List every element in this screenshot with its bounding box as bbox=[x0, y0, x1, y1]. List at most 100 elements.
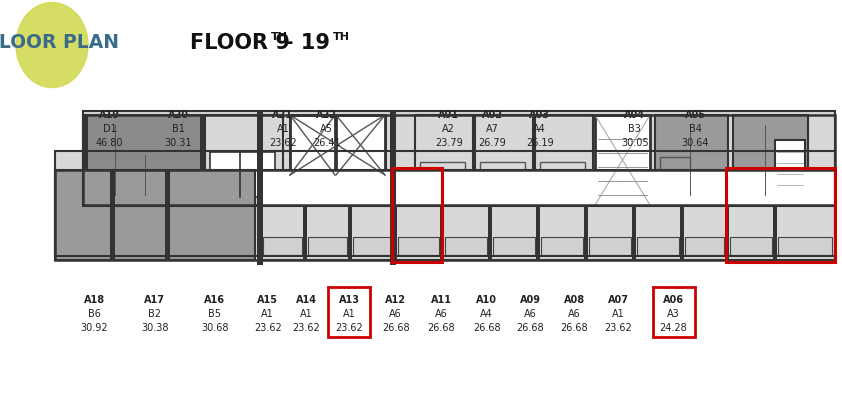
Bar bbox=[493, 237, 535, 255]
Bar bbox=[595, 115, 650, 205]
Bar bbox=[55, 151, 835, 256]
Bar bbox=[328, 287, 370, 337]
Text: A01: A01 bbox=[439, 110, 459, 120]
Bar bbox=[200, 115, 205, 205]
Text: A12: A12 bbox=[386, 295, 406, 305]
Bar bbox=[165, 170, 170, 260]
Bar bbox=[726, 168, 835, 262]
Text: A15: A15 bbox=[258, 295, 278, 305]
Bar bbox=[392, 168, 442, 262]
Bar bbox=[653, 287, 695, 337]
Bar bbox=[353, 176, 392, 198]
Text: A22: A22 bbox=[317, 110, 337, 120]
Bar bbox=[655, 115, 728, 205]
Text: 23.62: 23.62 bbox=[293, 323, 320, 333]
Bar bbox=[775, 140, 805, 190]
Bar bbox=[290, 115, 335, 175]
Text: 26.19: 26.19 bbox=[526, 138, 553, 148]
Bar bbox=[398, 176, 439, 198]
Bar bbox=[353, 237, 392, 255]
Text: A4: A4 bbox=[533, 124, 546, 134]
Bar bbox=[475, 115, 533, 205]
Bar bbox=[589, 237, 631, 255]
Bar bbox=[584, 170, 588, 260]
Bar bbox=[390, 110, 396, 265]
Text: A04: A04 bbox=[625, 110, 645, 120]
Text: A1: A1 bbox=[611, 309, 625, 319]
Text: A4: A4 bbox=[480, 309, 493, 319]
Text: A21: A21 bbox=[273, 110, 293, 120]
Bar bbox=[257, 110, 263, 265]
Bar bbox=[398, 237, 439, 255]
Text: A1: A1 bbox=[261, 309, 274, 319]
Bar bbox=[348, 170, 352, 260]
Text: 26.68: 26.68 bbox=[517, 323, 544, 333]
Bar bbox=[660, 157, 690, 197]
Text: 23.62: 23.62 bbox=[605, 323, 632, 333]
Bar bbox=[336, 115, 385, 175]
Text: 26.41: 26.41 bbox=[313, 138, 340, 148]
Bar bbox=[536, 170, 540, 260]
Bar bbox=[637, 237, 679, 255]
Text: A11: A11 bbox=[431, 295, 451, 305]
Text: 26.68: 26.68 bbox=[382, 323, 409, 333]
Bar bbox=[778, 176, 832, 198]
Bar bbox=[290, 115, 385, 175]
Bar bbox=[680, 170, 684, 260]
Bar bbox=[493, 176, 535, 198]
Text: 26.68: 26.68 bbox=[561, 323, 588, 333]
Text: A03: A03 bbox=[530, 110, 550, 120]
Text: A14: A14 bbox=[296, 295, 317, 305]
Bar bbox=[263, 176, 302, 198]
Text: A2: A2 bbox=[442, 124, 456, 134]
Bar bbox=[685, 176, 724, 198]
Text: A6: A6 bbox=[568, 309, 581, 319]
Bar bbox=[205, 115, 283, 205]
Text: A05: A05 bbox=[685, 110, 706, 120]
Bar bbox=[260, 170, 835, 260]
Text: A13: A13 bbox=[339, 295, 360, 305]
Text: A18: A18 bbox=[83, 295, 105, 305]
Text: A16: A16 bbox=[205, 295, 225, 305]
Bar bbox=[308, 237, 347, 255]
Bar bbox=[303, 170, 307, 260]
Text: 30.68: 30.68 bbox=[201, 323, 228, 333]
Bar bbox=[733, 115, 808, 205]
Text: 26.68: 26.68 bbox=[428, 323, 455, 333]
Text: 24.28: 24.28 bbox=[660, 323, 687, 333]
Ellipse shape bbox=[16, 2, 88, 88]
Bar bbox=[83, 115, 835, 205]
Bar bbox=[55, 170, 255, 260]
Text: 30.38: 30.38 bbox=[141, 323, 168, 333]
Text: A08: A08 bbox=[563, 295, 585, 305]
Bar bbox=[480, 162, 525, 200]
Text: 26.68: 26.68 bbox=[473, 323, 500, 333]
Text: A07: A07 bbox=[608, 295, 628, 305]
Bar bbox=[778, 237, 832, 255]
Bar bbox=[445, 176, 487, 198]
Bar bbox=[730, 237, 772, 255]
Text: B3: B3 bbox=[628, 124, 642, 134]
Bar bbox=[55, 170, 835, 260]
Text: 46.80: 46.80 bbox=[96, 138, 123, 148]
Bar bbox=[83, 115, 88, 205]
Bar bbox=[83, 111, 835, 206]
Text: A1: A1 bbox=[343, 309, 356, 319]
Text: A3: A3 bbox=[667, 309, 680, 319]
Text: 30.05: 30.05 bbox=[621, 138, 648, 148]
Text: 23.62: 23.62 bbox=[254, 323, 281, 333]
Bar bbox=[210, 152, 275, 197]
Bar bbox=[730, 176, 772, 198]
Text: A6: A6 bbox=[389, 309, 402, 319]
Bar bbox=[83, 111, 835, 206]
Text: 23.62: 23.62 bbox=[269, 138, 296, 148]
Bar bbox=[393, 170, 397, 260]
Text: B1: B1 bbox=[172, 124, 185, 134]
Bar bbox=[488, 170, 492, 260]
Text: 23.62: 23.62 bbox=[336, 323, 363, 333]
Text: 30.92: 30.92 bbox=[81, 323, 108, 333]
Bar bbox=[110, 170, 115, 260]
Text: A06: A06 bbox=[663, 295, 684, 305]
Bar bbox=[55, 151, 835, 256]
Bar bbox=[541, 176, 583, 198]
